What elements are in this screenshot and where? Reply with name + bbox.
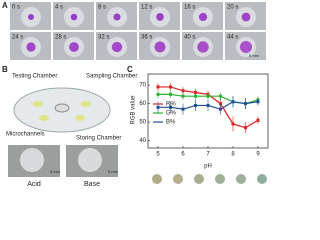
x-axis-label: pH <box>204 164 212 170</box>
panel-label: A <box>2 1 8 10</box>
dye-spot <box>198 12 208 22</box>
callout: Testing Chamber <box>12 74 57 80</box>
dye-spot <box>70 13 78 21</box>
time-label: 28 s <box>55 35 66 41</box>
marker <box>169 105 172 109</box>
scale-bar: 5 mm <box>50 169 61 174</box>
marker <box>244 102 247 106</box>
time-label: 4 s <box>55 5 63 11</box>
chip-photo <box>20 148 44 172</box>
color-swatch <box>173 174 183 184</box>
time-label: 8 s <box>98 5 106 11</box>
marker <box>194 94 197 98</box>
scale-bar: 5 mm <box>108 169 119 174</box>
time-label: 40 s <box>184 35 195 41</box>
dye-spot <box>69 42 79 52</box>
dye-spot <box>111 41 123 53</box>
color-swatch <box>194 174 204 184</box>
dye-spot <box>197 41 209 53</box>
time-label: 32 s <box>98 35 109 41</box>
x-tick-label: 9 <box>256 152 260 158</box>
callout: Sampling Chamber <box>86 74 137 80</box>
marker <box>219 107 222 111</box>
dye-spot <box>154 41 166 53</box>
dye-spot <box>26 42 36 52</box>
time-label: 44 s <box>227 35 238 41</box>
chamber <box>39 115 49 121</box>
color-swatch <box>215 174 225 184</box>
time-label: 24 s <box>12 35 23 41</box>
marker <box>256 118 260 122</box>
color-swatch <box>257 174 267 184</box>
chamber <box>81 101 91 107</box>
marker <box>156 85 160 89</box>
figure: A B Testing Chamber Sampling Chamber Mic… <box>2 1 269 188</box>
callout: Microchannels <box>6 132 45 138</box>
marker <box>206 94 210 98</box>
callout: Storing Chamber <box>76 136 121 142</box>
dye-spot <box>28 14 34 20</box>
color-swatch <box>152 174 162 184</box>
dye-spot <box>240 41 252 53</box>
y-tick-label: 50 <box>139 120 146 126</box>
storing-chamber <box>75 115 85 121</box>
x-tick-label: 5 <box>156 152 160 158</box>
marker <box>181 107 185 111</box>
dye-spot <box>113 13 121 21</box>
scale-bar: 5 mm <box>249 53 260 58</box>
sampling-chamber <box>54 103 70 113</box>
marker <box>244 126 247 130</box>
panel-label: C <box>127 65 133 74</box>
legend-label: G% <box>166 111 177 117</box>
panel-label: B <box>2 65 8 74</box>
marker <box>156 105 160 109</box>
marker <box>206 103 210 107</box>
marker <box>181 94 185 98</box>
x-tick-label: 8 <box>231 152 235 158</box>
chip-photo <box>78 148 102 172</box>
legend-label: R% <box>166 102 176 108</box>
time-label: 16 s <box>184 5 195 11</box>
marker <box>219 94 222 98</box>
marker <box>156 92 160 96</box>
time-label: 36 s <box>141 35 152 41</box>
time-label: 0 s <box>12 5 20 11</box>
marker <box>194 103 197 107</box>
marker <box>169 85 172 89</box>
y-axis-label: RGB value <box>131 95 137 125</box>
photo-label: Base <box>84 181 100 188</box>
color-swatch <box>236 174 246 184</box>
time-label: 20 s <box>227 5 238 11</box>
marker <box>256 100 260 104</box>
marker <box>181 89 185 93</box>
marker <box>169 92 172 96</box>
dye-spot <box>241 12 251 22</box>
photo-label: Acid <box>27 181 41 188</box>
marker <box>231 100 235 104</box>
dye-spot <box>156 13 164 21</box>
y-tick-label: 60 <box>139 101 146 107</box>
time-label: 12 s <box>141 5 152 11</box>
marker <box>231 122 235 126</box>
legend-label: B% <box>166 120 176 126</box>
y-tick-label: 70 <box>139 83 146 89</box>
testing-chamber <box>33 101 43 107</box>
x-tick-label: 6 <box>181 152 185 158</box>
x-tick-label: 7 <box>206 152 210 158</box>
y-tick-label: 40 <box>139 138 146 144</box>
